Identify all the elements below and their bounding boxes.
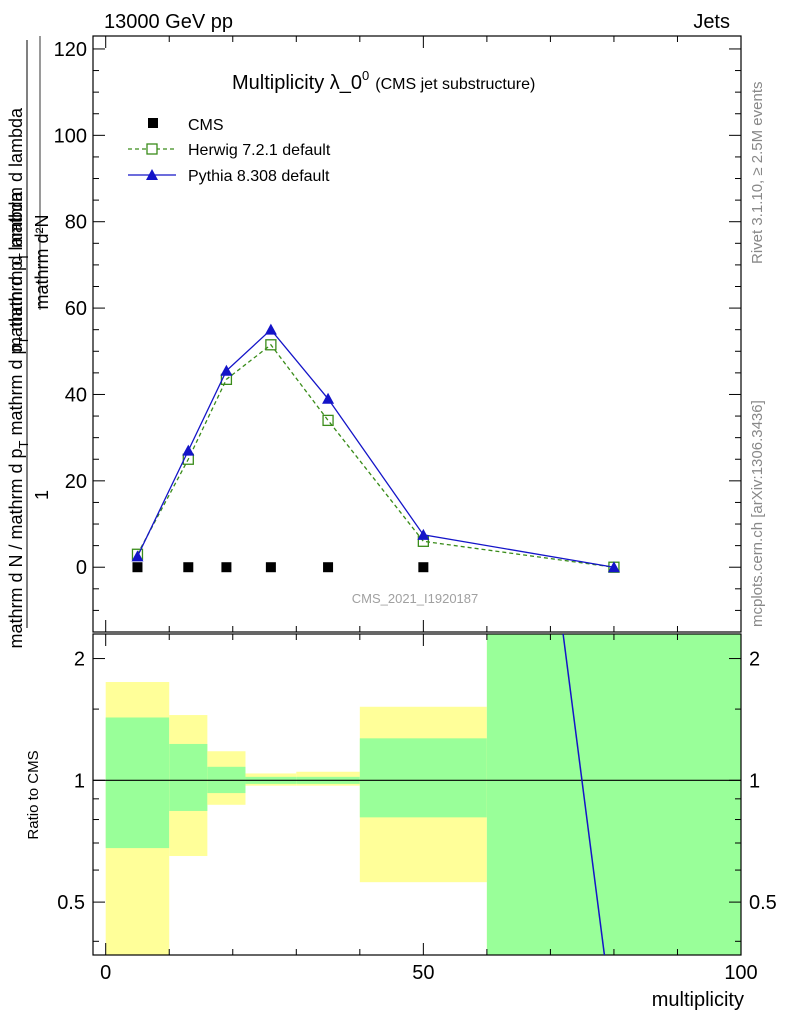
ratio-xlabel: multiplicity [652, 989, 744, 1011]
main-ytick-label: 120 [54, 39, 87, 61]
ylabel-pre-right2: mathrm d lambda [6, 190, 26, 336]
cms-point [323, 562, 334, 573]
ratio-ytick-label-right: 0.5 [749, 892, 777, 914]
herwig-point [322, 414, 334, 427]
ratio-ytick-label: 0.5 [57, 892, 85, 914]
ylabel-pre-sub: T [16, 440, 31, 448]
herwig-point [265, 339, 277, 351]
main-series [131, 323, 620, 573]
main-frame [92, 35, 742, 633]
ylabel-top-numerator: mathrm d²N [32, 214, 52, 309]
mcplots-label: mcplots.cern.ch [arXiv:1306.3436] [749, 400, 766, 627]
herwig-line [136, 343, 615, 568]
main-ytick-label: 60 [65, 298, 87, 320]
legend-entry-herwig: Herwig 7.2.1 default [128, 142, 331, 159]
ratio-xtick-label: 0 [100, 962, 111, 984]
ratio-bands [105, 634, 741, 955]
cms-point [418, 562, 429, 573]
ylabel-prefactor-den: mathrm d N / mathrm d pT mathrm d pT mat… [6, 190, 31, 648]
ratio-xtick-label: 50 [412, 962, 434, 984]
legend-label-pythia: Pythia 8.308 default [188, 168, 330, 185]
cms-point [221, 562, 232, 573]
ylabel-top: mathrm d²N [32, 214, 52, 309]
ylabel-pre-sub2: T [16, 336, 31, 344]
main-ytick-label: 100 [54, 125, 87, 147]
ratio-panel: 0.5 0.5 1 1 2 2 0 50 100 Ratio to CMS multiplici… [25, 633, 777, 1011]
header-right: Jets [693, 11, 730, 33]
ratio-axes: 0.5 0.5 1 1 2 2 0 50 100 [57, 633, 777, 984]
pythia-point [322, 392, 335, 404]
ratio-ytick-label: 2 [74, 649, 85, 671]
main-ylabel: mathrm d²N mathrm d pT mathrm d lambda 1… [6, 36, 52, 649]
chart-title: Multiplicity λ_00 (CMS jet substructure) [232, 68, 535, 94]
chart-title-main: Multiplicity λ_0 [232, 72, 362, 94]
main-ytick-label: 20 [65, 471, 87, 493]
ylabel-prefactor: 1 [32, 490, 52, 500]
chart-title-sup: 0 [362, 68, 369, 83]
ratio-band-green [169, 743, 208, 811]
ratio-frame [92, 633, 742, 956]
ratio-ytick-label-right: 1 [749, 770, 760, 792]
ylabel-den-left: mathrm d p [6, 261, 26, 352]
legend-label-herwig: Herwig 7.2.1 default [188, 142, 331, 159]
header-left: 13000 GeV pp [104, 11, 233, 33]
ratio-ylabel: Ratio to CMS [25, 750, 42, 839]
ratio-xtick-label: 100 [724, 962, 757, 984]
cms-point [265, 562, 276, 573]
ratio-ytick-label: 1 [74, 770, 85, 792]
ratio-pythia-line [562, 633, 606, 956]
legend-entry-cms: CMS [148, 117, 224, 134]
chart-title-paren: (CMS jet substructure) [375, 76, 535, 93]
ratio-band-green [486, 634, 741, 955]
pythia-point [417, 528, 430, 540]
main-ytick-label: 0 [76, 557, 87, 579]
ylabel-pre-den: mathrm d N / mathrm d p [6, 448, 26, 648]
pythia-point [264, 323, 277, 335]
pythia-line [136, 328, 615, 568]
pythia-point [182, 444, 195, 456]
ratio-ytick-label-right: 2 [749, 649, 760, 671]
ratio-series [562, 633, 606, 956]
cms-point [183, 562, 194, 573]
cms-point [132, 562, 143, 573]
rivet-label: Rivet 3.1.10, ≥ 2.5M events [749, 82, 766, 265]
ylabel-pre-right: mathrm d p [6, 344, 26, 440]
legend-entry-pythia: Pythia 8.308 default [128, 168, 330, 185]
main-axes: 0 20 40 60 80 100 120 [54, 35, 742, 633]
legend-marker-pythia [146, 169, 158, 180]
ratio-band-green [359, 738, 487, 818]
legend-label-cms: CMS [188, 117, 224, 134]
ylabel-den-sub: T [16, 253, 31, 261]
main-ytick-label: 40 [65, 384, 87, 406]
ylabel-den-right: mathrm d lambda [6, 107, 26, 253]
legend-marker-cms [148, 118, 158, 128]
legend-marker-herwig [146, 143, 158, 155]
ylabel-top-denominator: mathrm d pT mathrm d lambda [6, 107, 31, 352]
watermark: CMS_2021_I1920187 [352, 591, 479, 606]
pythia-point [220, 364, 233, 376]
pythia-point [607, 561, 620, 573]
main-ytick-label: 80 [65, 212, 87, 234]
legend: CMS Herwig 7.2.1 default Pythia 8.308 de… [128, 117, 331, 185]
pythia-point [131, 550, 144, 562]
ratio-band-green [105, 717, 170, 849]
